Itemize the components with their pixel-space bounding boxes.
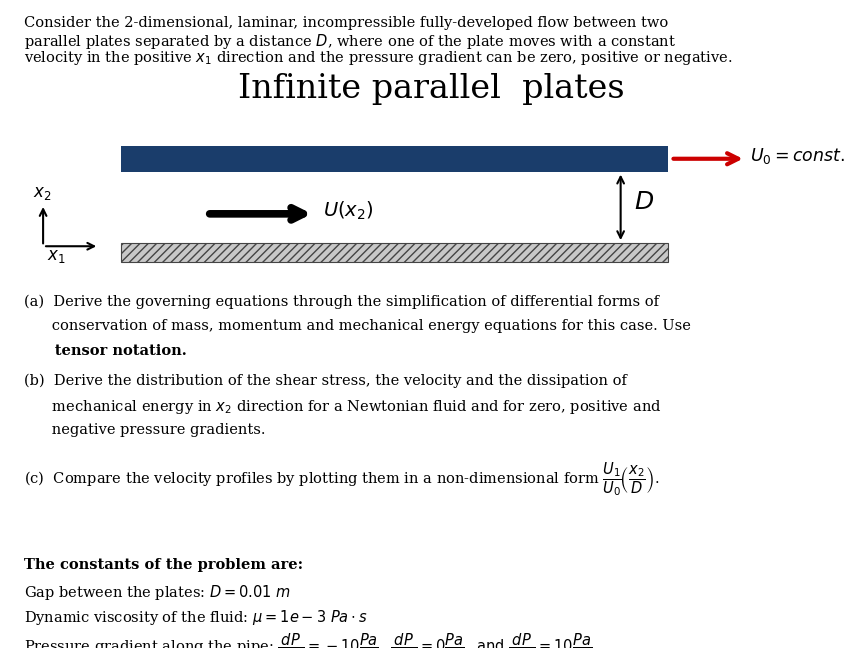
Text: $x_1$: $x_1$ bbox=[47, 248, 66, 264]
Text: conservation of mass, momentum and mechanical energy equations for this case. Us: conservation of mass, momentum and mecha… bbox=[24, 319, 691, 334]
Text: (a)  Derive the governing equations through the simplification of differential f: (a) Derive the governing equations throu… bbox=[24, 295, 659, 309]
Text: Pressure gradient along the pipe: $\dfrac{dP}{dx_1} = -10\dfrac{Pa}{m},\ \dfrac{: Pressure gradient along the pipe: $\dfra… bbox=[24, 632, 592, 648]
Bar bbox=[121, 243, 667, 262]
Text: (c)  Compare the velocity profiles by plotting them in a non-dimensional form $\: (c) Compare the velocity profiles by plo… bbox=[24, 460, 659, 498]
Text: tensor notation.: tensor notation. bbox=[24, 344, 187, 358]
Text: (b)  Derive the distribution of the shear stress, the velocity and the dissipati: (b) Derive the distribution of the shear… bbox=[24, 374, 626, 388]
Text: Infinite parallel  plates: Infinite parallel plates bbox=[238, 73, 623, 104]
Bar bbox=[121, 146, 667, 172]
Text: velocity in the positive $x_1$ direction and the pressure gradient can be zero, : velocity in the positive $x_1$ direction… bbox=[24, 49, 732, 67]
Text: parallel plates separated by a distance $D$, where one of the plate moves with a: parallel plates separated by a distance … bbox=[24, 32, 675, 51]
Text: $U_0 = const.$: $U_0 = const.$ bbox=[749, 146, 844, 165]
Text: negative pressure gradients.: negative pressure gradients. bbox=[24, 423, 265, 437]
Text: Gap between the plates: $D = 0.01\ m$: Gap between the plates: $D = 0.01\ m$ bbox=[24, 583, 291, 602]
Text: The constants of the problem are:: The constants of the problem are: bbox=[24, 559, 303, 572]
Text: $U(x_2)$: $U(x_2)$ bbox=[323, 200, 374, 222]
Text: $x_2$: $x_2$ bbox=[33, 185, 51, 202]
Text: Consider the 2-dimensional, laminar, incompressible fully-developed flow between: Consider the 2-dimensional, laminar, inc… bbox=[24, 16, 667, 30]
Text: Dynamic viscosity of the fluid: $\mu = 1e - 3\ Pa \cdot s$: Dynamic viscosity of the fluid: $\mu = 1… bbox=[24, 608, 368, 627]
Text: $D$: $D$ bbox=[633, 191, 653, 214]
Text: mechanical energy in $x_2$ direction for a Newtonian fluid and for zero, positiv: mechanical energy in $x_2$ direction for… bbox=[24, 399, 660, 416]
